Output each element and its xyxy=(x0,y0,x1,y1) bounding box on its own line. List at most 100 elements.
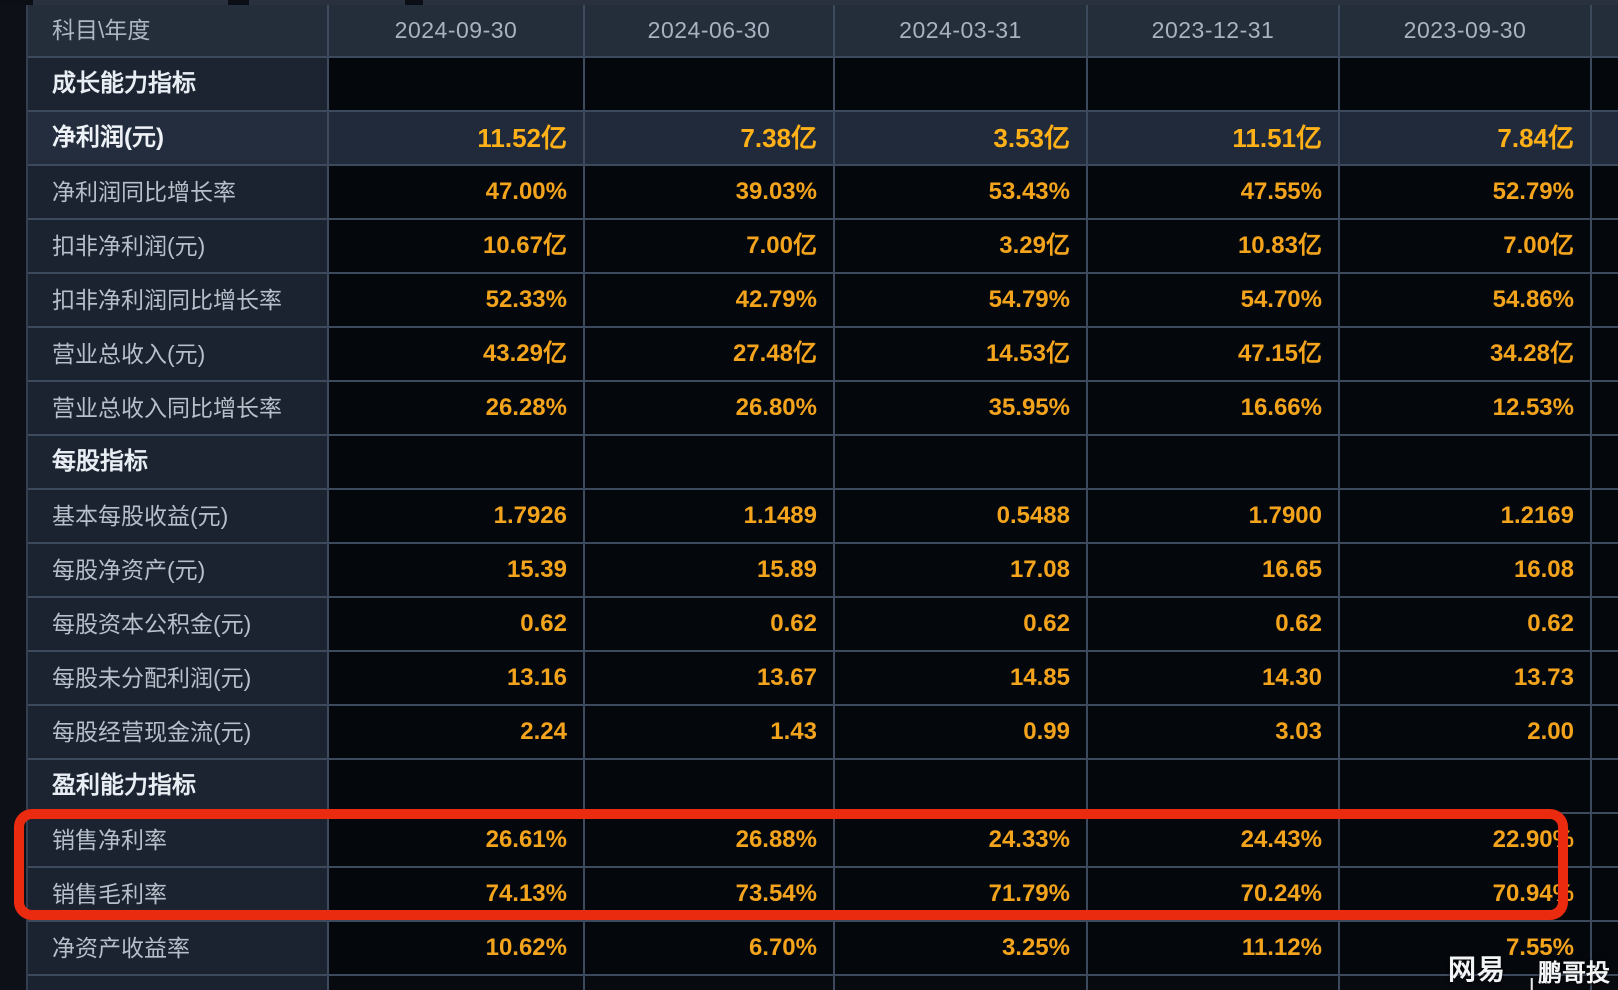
value-cell: 16.08 xyxy=(1340,544,1592,598)
value-cell xyxy=(329,760,585,814)
value-cell: 14.85 xyxy=(835,652,1088,706)
value-cell-partial xyxy=(1592,166,1618,220)
value-cell xyxy=(835,436,1088,490)
value-cell: 13.16 xyxy=(329,652,585,706)
value-cell: 10.83亿 xyxy=(1088,220,1340,274)
value-cell: 70.94% xyxy=(1340,868,1592,922)
value-cell-partial xyxy=(1592,814,1618,868)
partial-row-cell xyxy=(1088,976,1340,990)
row-label: 基本每股收益(元) xyxy=(28,490,329,544)
value-cell: 14.53亿 xyxy=(835,328,1088,382)
row-label: 扣非净利润(元) xyxy=(28,220,329,274)
value-cell: 42.79% xyxy=(585,274,835,328)
value-cell: 0.62 xyxy=(835,598,1088,652)
value-cell: 11.12% xyxy=(1088,922,1340,976)
value-cell xyxy=(1088,436,1340,490)
value-cell-partial xyxy=(1592,58,1618,112)
value-cell: 47.00% xyxy=(329,166,585,220)
value-cell: 26.28% xyxy=(329,382,585,436)
value-cell: 3.53亿 xyxy=(835,112,1088,166)
top-strip-notch xyxy=(228,0,249,5)
value-cell xyxy=(329,436,585,490)
value-cell-partial xyxy=(1592,112,1618,166)
value-cell: 24.43% xyxy=(1088,814,1340,868)
value-cell: 70.24% xyxy=(1088,868,1340,922)
value-cell: 1.43 xyxy=(585,706,835,760)
value-cell: 16.66% xyxy=(1088,382,1340,436)
value-cell: 2.24 xyxy=(329,706,585,760)
value-cell xyxy=(585,760,835,814)
row-label: 营业总收入(元) xyxy=(28,328,329,382)
row-label: 每股经营现金流(元) xyxy=(28,706,329,760)
partial-row-cell xyxy=(585,976,835,990)
value-cell xyxy=(835,760,1088,814)
value-cell-partial xyxy=(1592,760,1618,814)
row-label: 盈利能力指标 xyxy=(28,760,329,814)
column-header: 2024-09-30 xyxy=(329,5,585,58)
value-cell: 71.79% xyxy=(835,868,1088,922)
top-strip-notch xyxy=(405,0,423,5)
value-cell: 1.2169 xyxy=(1340,490,1592,544)
value-cell: 24.33% xyxy=(835,814,1088,868)
watermark-brand: 网易号 xyxy=(1448,954,1507,985)
value-cell-partial xyxy=(1592,436,1618,490)
value-cell: 1.7900 xyxy=(1088,490,1340,544)
row-label: 每股净资产(元) xyxy=(28,544,329,598)
value-cell: 6.70% xyxy=(585,922,835,976)
value-cell: 74.13% xyxy=(329,868,585,922)
value-cell: 10.67亿 xyxy=(329,220,585,274)
column-header-partial xyxy=(1592,5,1618,58)
row-label: 每股指标 xyxy=(28,436,329,490)
value-cell-partial xyxy=(1592,706,1618,760)
column-header: 2024-06-30 xyxy=(585,5,835,58)
table-corner-label: 科目\年度 xyxy=(28,5,329,58)
row-label: 扣非净利润同比增长率 xyxy=(28,274,329,328)
value-cell: 43.29亿 xyxy=(329,328,585,382)
partial-row-label xyxy=(28,976,329,990)
value-cell: 27.48亿 xyxy=(585,328,835,382)
value-cell xyxy=(1088,58,1340,112)
value-cell: 26.80% xyxy=(585,382,835,436)
value-cell: 7.38亿 xyxy=(585,112,835,166)
row-label: 净资产收益率 xyxy=(28,922,329,976)
row-label: 销售毛利率 xyxy=(28,868,329,922)
value-cell: 0.5488 xyxy=(835,490,1088,544)
row-label: 净利润(元) xyxy=(28,112,329,166)
value-cell: 13.67 xyxy=(585,652,835,706)
value-cell: 0.99 xyxy=(835,706,1088,760)
value-cell: 11.51亿 xyxy=(1088,112,1340,166)
value-cell-partial xyxy=(1592,652,1618,706)
value-cell: 17.08 xyxy=(835,544,1088,598)
value-cell: 3.29亿 xyxy=(835,220,1088,274)
value-cell xyxy=(835,58,1088,112)
watermark-divider-icon: | xyxy=(1528,973,1536,990)
value-cell xyxy=(1340,760,1592,814)
value-cell: 39.03% xyxy=(585,166,835,220)
value-cell: 54.86% xyxy=(1340,274,1592,328)
value-cell: 15.89 xyxy=(585,544,835,598)
value-cell: 52.33% xyxy=(329,274,585,328)
value-cell: 0.62 xyxy=(1088,598,1340,652)
value-cell: 1.1489 xyxy=(585,490,835,544)
row-label: 成长能力指标 xyxy=(28,58,329,112)
watermark: 网易号 | 鹏哥投研 xyxy=(1448,948,1618,990)
value-cell: 47.15亿 xyxy=(1088,328,1340,382)
value-cell-partial xyxy=(1592,544,1618,598)
row-label: 营业总收入同比增长率 xyxy=(28,382,329,436)
partial-row-cell xyxy=(835,976,1088,990)
value-cell: 14.30 xyxy=(1088,652,1340,706)
value-cell: 12.53% xyxy=(1340,382,1592,436)
value-cell: 22.90% xyxy=(1340,814,1592,868)
value-cell-partial xyxy=(1592,274,1618,328)
value-cell: 0.62 xyxy=(1340,598,1592,652)
value-cell-partial xyxy=(1592,382,1618,436)
clipped-row-above xyxy=(0,0,1618,5)
value-cell xyxy=(1088,760,1340,814)
column-header: 2023-12-31 xyxy=(1088,5,1340,58)
value-cell: 10.62% xyxy=(329,922,585,976)
value-cell: 7.84亿 xyxy=(1340,112,1592,166)
value-cell-partial xyxy=(1592,220,1618,274)
value-cell: 34.28亿 xyxy=(1340,328,1592,382)
value-cell: 26.61% xyxy=(329,814,585,868)
